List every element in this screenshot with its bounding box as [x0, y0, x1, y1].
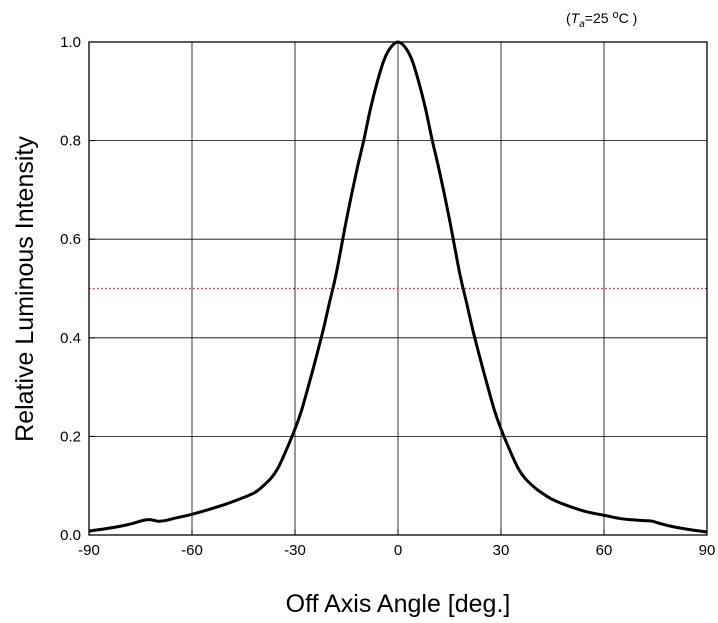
- x-tick-label: -30: [284, 542, 306, 559]
- condition-degree-symbol: o: [612, 9, 618, 21]
- x-tick-label: -60: [181, 542, 203, 559]
- condition-subscript: a: [579, 19, 585, 30]
- temperature-condition-label: (Ta=25 oC ): [566, 9, 637, 30]
- x-axis-ticks: -90 -60 -30 0 30 60 90: [78, 529, 715, 559]
- y-tick-label: 0.2: [60, 428, 81, 445]
- x-tick-label: 30: [493, 542, 510, 559]
- condition-prefix: (: [566, 10, 571, 26]
- x-tick-label: 60: [596, 542, 613, 559]
- grid: [89, 42, 707, 535]
- x-axis-title: Off Axis Angle [deg.]: [286, 590, 511, 618]
- x-tick-label: -90: [78, 542, 100, 559]
- y-tick-label: 0.6: [60, 231, 81, 248]
- x-tick-label: 90: [699, 542, 716, 559]
- condition-unit: C: [619, 10, 629, 26]
- condition-value: =25: [585, 10, 609, 26]
- y-axis-ticks: 0.0 0.2 0.4 0.6 0.8 1.0: [60, 34, 95, 544]
- condition-suffix: ): [629, 10, 638, 26]
- y-tick-label: 1.0: [60, 34, 81, 51]
- y-tick-label: 0.8: [60, 133, 81, 150]
- condition-symbol: T: [571, 10, 581, 26]
- y-axis-title: Relative Luminous Intensity: [11, 136, 39, 442]
- y-tick-label: 0.4: [60, 330, 81, 347]
- y-tick-label: 0.0: [60, 527, 81, 544]
- x-tick-label: 0: [394, 542, 402, 559]
